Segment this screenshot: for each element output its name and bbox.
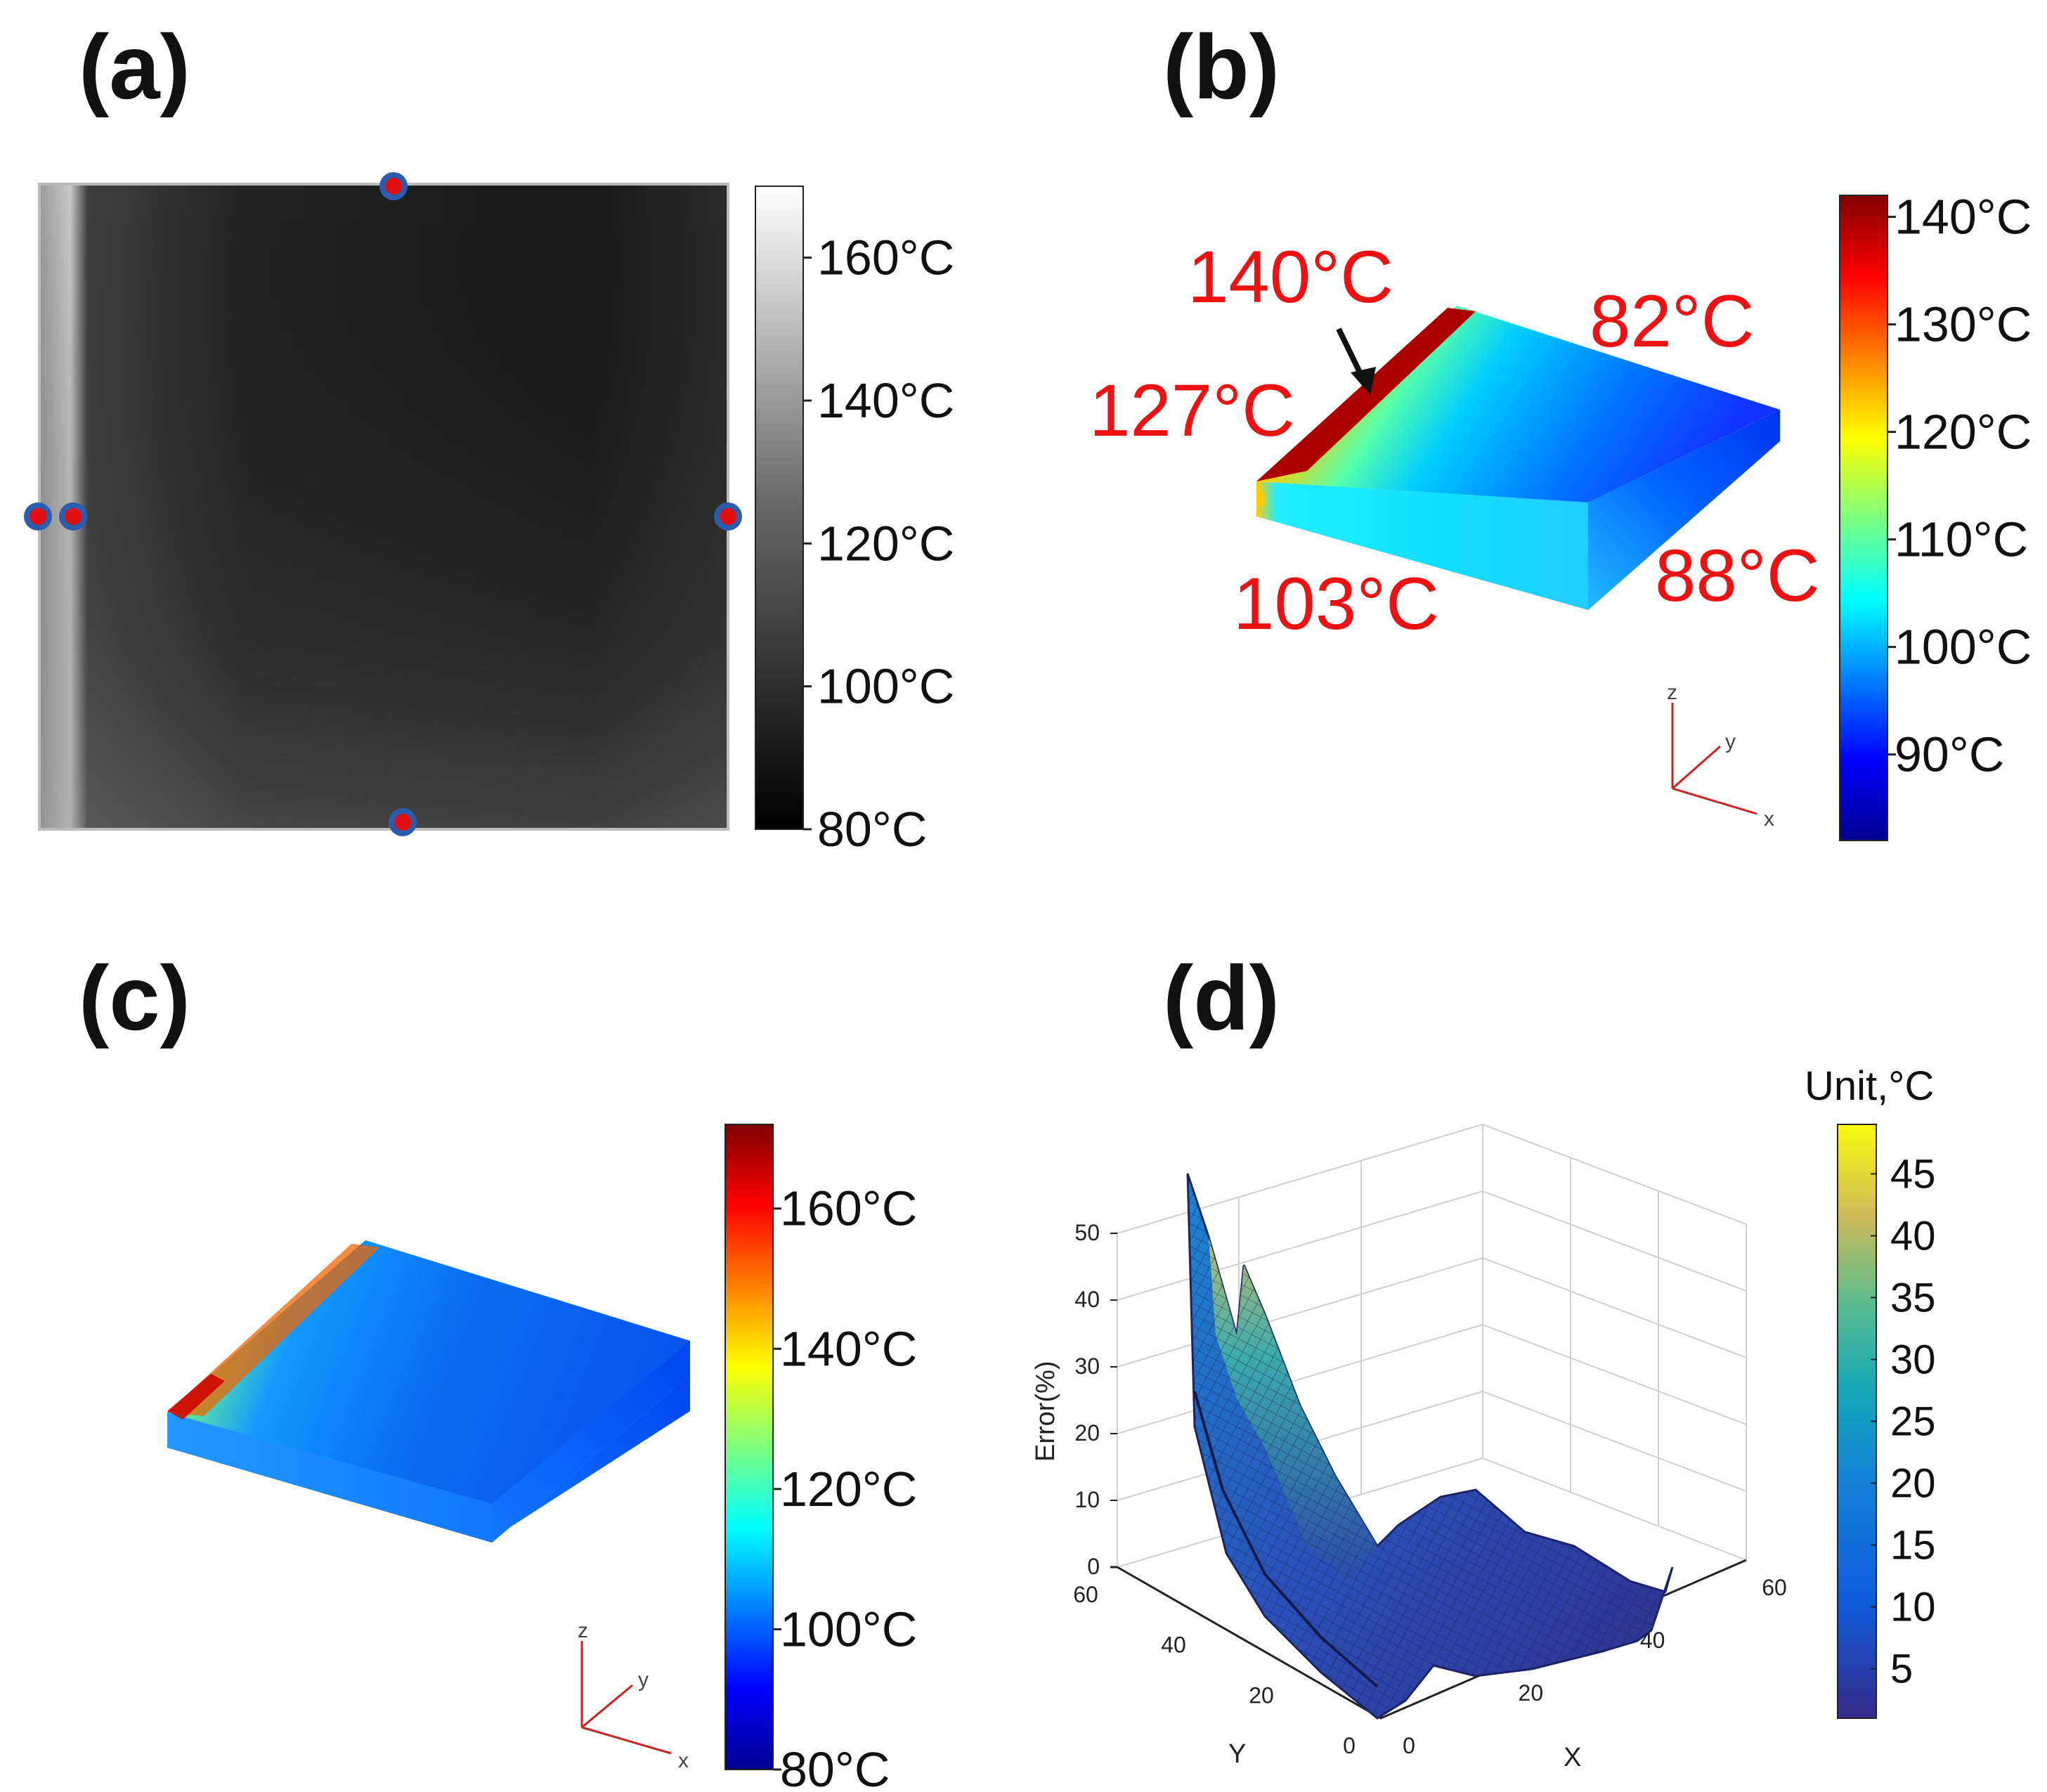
slab-b-hot-edge — [1256, 308, 1476, 481]
colorbar-tick-label: 100°C — [1895, 620, 2032, 675]
panel-c-label: (c) — [79, 947, 190, 1049]
colorbar-tick-label: 160°C — [817, 231, 954, 285]
panel-b: 140°C 127°C 82°C 103°C 88°C z y x 140°C1… — [1089, 190, 2032, 841]
colorbar-d — [1837, 1124, 1877, 1719]
slab-b-front-face — [1256, 481, 1588, 610]
slab-c-right-side — [492, 1341, 690, 1543]
colorbar-tick-label: 140°C — [780, 1321, 917, 1376]
error-surface-mesh — [1188, 1174, 1672, 1718]
panel-d-label: (d) — [1163, 947, 1280, 1049]
slab-b-right-face — [1588, 410, 1780, 610]
panel-d: Error(%) Y X 0 10 20 30 40 50 0 20 40 60 0 20 40 60 U… — [1031, 1063, 1936, 1772]
annotation-82c: 82°C — [1590, 280, 1755, 363]
colorbar-tick-label: 100°C — [817, 659, 954, 714]
colorbar-c — [724, 1124, 774, 1770]
colorbar-tick-label: 140°C — [1895, 190, 2032, 245]
colorbar-tick-label: 5 — [1890, 1647, 1913, 1692]
axes-triad-b: z y x — [1667, 681, 1774, 831]
y-tick-label: 0 — [1343, 1733, 1356, 1758]
axis-c-y-label: y — [638, 1668, 649, 1692]
colorbar-tick-label: 30 — [1890, 1337, 1936, 1382]
slab-c-front-side — [167, 1413, 492, 1543]
error-surface-fold — [1193, 1391, 1379, 1688]
colorbar-tick-label: 120°C — [780, 1462, 917, 1517]
colorbar-tick-label: 140°C — [817, 373, 954, 428]
panel-c: z y x 160°C 140°C 120°C 100°C 80°C — [167, 1124, 917, 1792]
colorbar-b-ticks: 140°C 130°C 120°C 110°C 100°C 90°C — [1887, 190, 2032, 782]
colorbar-tick-label: 80°C — [780, 1742, 890, 1792]
colorbar-tick-label: 40 — [1890, 1213, 1936, 1259]
axis-c-z-label: z — [578, 1619, 588, 1642]
colorbar-tick-label: 35 — [1890, 1275, 1936, 1320]
colorbar-a-ticks: 160°C 140°C 120°C 100°C 80°C — [803, 231, 954, 857]
colorbar-tick-label: 120°C — [1895, 405, 2032, 460]
colorbar-tick-label: 120°C — [817, 516, 954, 571]
arrow-140-head — [1351, 367, 1376, 395]
ir-thermal-shading — [39, 184, 728, 829]
y-tick-label: 60 — [1073, 1582, 1098, 1607]
marker-bottom — [389, 808, 417, 836]
axis-b-z-label: z — [1667, 681, 1677, 704]
colorbar-tick-label: 110°C — [1895, 512, 2028, 567]
surface-axes-box — [1117, 1123, 1747, 1568]
colorbar-tick-label: 100°C — [780, 1602, 917, 1656]
annotation-88c: 88°C — [1655, 535, 1820, 617]
slab-c-hot-corner — [167, 1374, 225, 1420]
marker-left-outer — [24, 502, 52, 531]
z-tick-label: 10 — [1074, 1487, 1100, 1512]
panel-b-label: (b) — [1163, 15, 1280, 118]
colorbar-tick-label: 20 — [1890, 1461, 1936, 1507]
x-tick-label: 0 — [1403, 1733, 1415, 1758]
z-tick-label: 30 — [1074, 1353, 1100, 1379]
colorbar-tick-label: 130°C — [1895, 297, 2032, 352]
axis-c-x-label: x — [678, 1749, 689, 1772]
slab-b-top-face — [1256, 306, 1780, 502]
marker-right — [714, 502, 742, 531]
ylabel-y: Y — [1228, 1739, 1246, 1769]
surface-tick-labels: 0 10 20 30 40 50 0 20 40 60 0 20 40 60 — [1073, 1220, 1787, 1758]
error-surface-ridge-mesh — [1209, 1237, 1377, 1581]
slab-b-corner-warm — [1256, 485, 1265, 506]
axis-b-x-label: x — [1764, 807, 1774, 831]
y-tick-label: 20 — [1249, 1682, 1274, 1708]
panel-a: 160°C 140°C 120°C 100°C 80°C — [24, 172, 954, 857]
colorbar-tick-label: 90°C — [1895, 727, 2004, 782]
colorbar-tick-label: 45 — [1890, 1151, 1936, 1197]
xlabel-x: X — [1564, 1743, 1581, 1772]
colorbar-tick-label: 15 — [1890, 1523, 1936, 1569]
colorbar-tick-label: 10 — [1890, 1585, 1936, 1630]
z-tick-label: 0 — [1087, 1554, 1100, 1579]
colorbar-a — [755, 186, 804, 830]
x-tick-label: 60 — [1762, 1575, 1787, 1600]
annotation-140c: 140°C — [1188, 236, 1393, 318]
colorbar-d-title: Unit,°C — [1805, 1063, 1934, 1109]
slab-c-hot-edge — [167, 1244, 379, 1416]
zlabel-error: Error(%) — [1031, 1361, 1060, 1462]
colorbar-c-ticks: 160°C 140°C 120°C 100°C 80°C — [773, 1181, 917, 1792]
annotation-103c: 103°C — [1233, 563, 1439, 645]
marker-left-inner — [59, 502, 87, 531]
x-tick-label: 40 — [1640, 1628, 1665, 1653]
panel-a-label: (a) — [79, 15, 190, 118]
z-tick-label: 50 — [1074, 1220, 1100, 1245]
marker-top — [379, 172, 408, 200]
axis-b-y-label: y — [1725, 730, 1736, 753]
z-tick-label: 20 — [1074, 1420, 1100, 1446]
axes-triad-c: z y x — [578, 1619, 689, 1772]
y-tick-label: 40 — [1161, 1632, 1186, 1658]
colorbar-tick-label: 25 — [1890, 1399, 1936, 1445]
colorbar-tick-label: 80°C — [817, 802, 927, 857]
colorbar-d-ticks: 45 40 35 30 25 20 15 10 5 — [1871, 1151, 1936, 1692]
colorbar-b — [1839, 195, 1888, 841]
x-tick-label: 20 — [1519, 1680, 1544, 1706]
colorbar-tick-label: 160°C — [780, 1181, 917, 1236]
z-tick-label: 40 — [1074, 1287, 1100, 1312]
annotation-127c: 127°C — [1089, 370, 1295, 452]
